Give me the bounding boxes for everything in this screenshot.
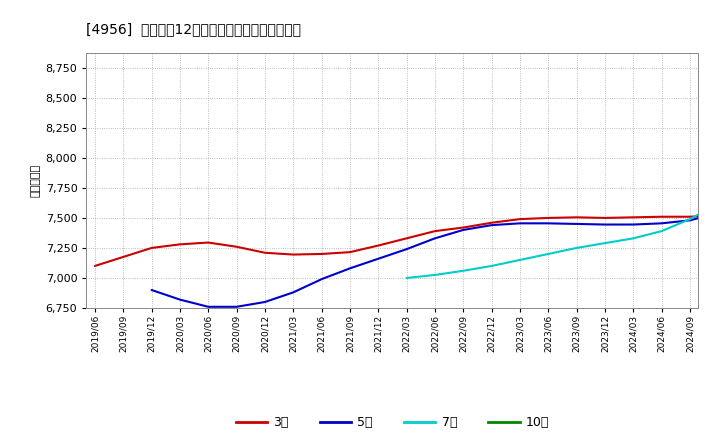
Legend: 3年, 5年, 7年, 10年: 3年, 5年, 7年, 10年 [230, 411, 554, 434]
Text: [4956]  経常利益12か月移動合計の平均値の推移: [4956] 経常利益12か月移動合計の平均値の推移 [86, 22, 302, 36]
Y-axis label: （百万円）: （百万円） [30, 164, 40, 197]
